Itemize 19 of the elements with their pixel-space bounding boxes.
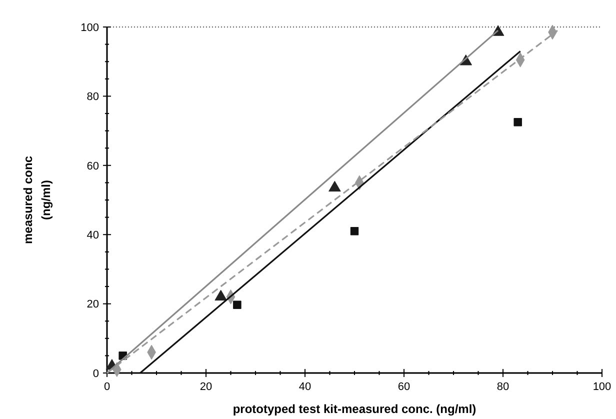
x-tick-label: 20	[200, 381, 212, 393]
y-tick-label: 100	[80, 22, 99, 34]
point	[233, 300, 242, 309]
point	[514, 118, 522, 126]
y-axis-title: measured conc (ng/ml)	[21, 156, 53, 244]
y-tick-label: 20	[86, 298, 99, 311]
y-tick-label: 80	[86, 91, 99, 104]
y-tick-label: 0	[92, 368, 99, 380]
x-tick-label: 60	[398, 381, 410, 393]
x-axis-title: prototyped test kit-measured conc. (ng/ml)	[232, 402, 476, 416]
point	[328, 180, 341, 192]
y-tick-label: 60	[86, 160, 99, 172]
x-tick-label: 80	[496, 381, 510, 393]
point	[214, 290, 227, 301]
point	[350, 227, 359, 236]
y-tick-label: 40	[86, 229, 99, 242]
x-tick-label: 0	[104, 381, 110, 393]
x-tick-label: 40	[298, 381, 312, 393]
x-tick-label: 100	[592, 381, 612, 393]
